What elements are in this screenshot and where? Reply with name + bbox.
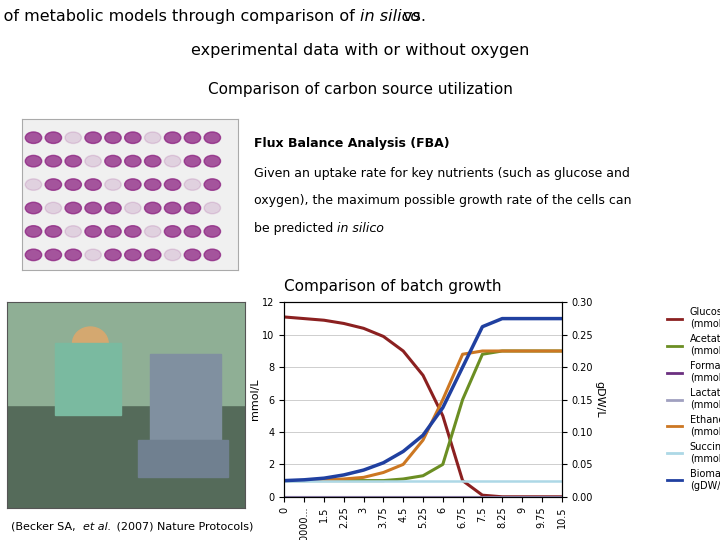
Text: in silico: in silico xyxy=(360,9,420,24)
Circle shape xyxy=(65,249,81,261)
Circle shape xyxy=(145,226,161,237)
Circle shape xyxy=(85,202,102,214)
Circle shape xyxy=(25,202,42,214)
Circle shape xyxy=(164,226,181,237)
Circle shape xyxy=(204,132,220,144)
Circle shape xyxy=(45,249,61,261)
Circle shape xyxy=(204,156,220,167)
Text: vs.: vs. xyxy=(398,9,426,24)
Circle shape xyxy=(204,179,220,190)
Circle shape xyxy=(85,156,102,167)
Circle shape xyxy=(204,249,220,261)
Circle shape xyxy=(125,132,141,144)
Circle shape xyxy=(65,156,81,167)
Text: Comparison of carbon source utilization: Comparison of carbon source utilization xyxy=(207,82,513,97)
Bar xyxy=(138,440,228,477)
Circle shape xyxy=(145,179,161,190)
Text: (2007) Nature Protocols): (2007) Nature Protocols) xyxy=(113,522,253,532)
Circle shape xyxy=(104,132,121,144)
Bar xyxy=(7,405,245,508)
Text: in silico: in silico xyxy=(338,221,384,234)
Text: oxygen), the maximum possible growth rate of the cells can: oxygen), the maximum possible growth rat… xyxy=(254,194,632,207)
Text: .: . xyxy=(372,221,376,234)
Circle shape xyxy=(25,226,42,237)
Circle shape xyxy=(25,156,42,167)
Bar xyxy=(55,343,121,415)
Circle shape xyxy=(125,226,141,237)
Circle shape xyxy=(85,179,102,190)
Circle shape xyxy=(45,179,61,190)
Text: Validation of metabolic models through comparison of: Validation of metabolic models through c… xyxy=(0,9,360,24)
Circle shape xyxy=(45,132,61,144)
Circle shape xyxy=(145,156,161,167)
Y-axis label: gDW/L: gDW/L xyxy=(594,381,604,418)
Circle shape xyxy=(65,132,81,144)
Circle shape xyxy=(145,202,161,214)
Text: be predicted: be predicted xyxy=(254,221,338,234)
Circle shape xyxy=(145,132,161,144)
Text: Flux Balance Analysis (FBA): Flux Balance Analysis (FBA) xyxy=(254,137,450,150)
Circle shape xyxy=(164,179,181,190)
Circle shape xyxy=(45,226,61,237)
Circle shape xyxy=(25,132,42,144)
Circle shape xyxy=(164,156,181,167)
Circle shape xyxy=(184,132,201,144)
Bar xyxy=(7,302,245,405)
Circle shape xyxy=(45,202,61,214)
Bar xyxy=(150,354,221,456)
Circle shape xyxy=(204,202,220,214)
Circle shape xyxy=(204,226,220,237)
Circle shape xyxy=(125,156,141,167)
Circle shape xyxy=(125,202,141,214)
Text: (Becker SA,: (Becker SA, xyxy=(11,522,79,532)
Circle shape xyxy=(45,156,61,167)
Text: Comparison of batch growth: Comparison of batch growth xyxy=(284,279,501,294)
Circle shape xyxy=(25,249,42,261)
Circle shape xyxy=(85,249,102,261)
Circle shape xyxy=(164,202,181,214)
Text: Given an uptake rate for key nutrients (such as glucose and: Given an uptake rate for key nutrients (… xyxy=(254,167,630,180)
Circle shape xyxy=(145,249,161,261)
Circle shape xyxy=(184,226,201,237)
Circle shape xyxy=(65,179,81,190)
Circle shape xyxy=(125,249,141,261)
Circle shape xyxy=(104,156,121,167)
Circle shape xyxy=(184,202,201,214)
Circle shape xyxy=(164,132,181,144)
Circle shape xyxy=(104,226,121,237)
Circle shape xyxy=(184,156,201,167)
Circle shape xyxy=(65,202,81,214)
Circle shape xyxy=(125,179,141,190)
Circle shape xyxy=(184,249,201,261)
Ellipse shape xyxy=(73,327,108,360)
Circle shape xyxy=(104,202,121,214)
Text: et al.: et al. xyxy=(83,522,111,532)
Circle shape xyxy=(184,179,201,190)
Circle shape xyxy=(25,179,42,190)
Legend: Glucose
(mmol/L), Acetate
(mmol/L), Formate
(mmol/L), Lactate
(mmol/L), Ethanol
: Glucose (mmol/L), Acetate (mmol/L), Form… xyxy=(664,303,720,495)
Y-axis label: mmol/L: mmol/L xyxy=(250,379,259,421)
Circle shape xyxy=(104,249,121,261)
Circle shape xyxy=(85,226,102,237)
Text: experimental data with or without oxygen: experimental data with or without oxygen xyxy=(191,43,529,58)
Circle shape xyxy=(104,179,121,190)
Circle shape xyxy=(85,132,102,144)
Circle shape xyxy=(164,249,181,261)
Circle shape xyxy=(65,226,81,237)
